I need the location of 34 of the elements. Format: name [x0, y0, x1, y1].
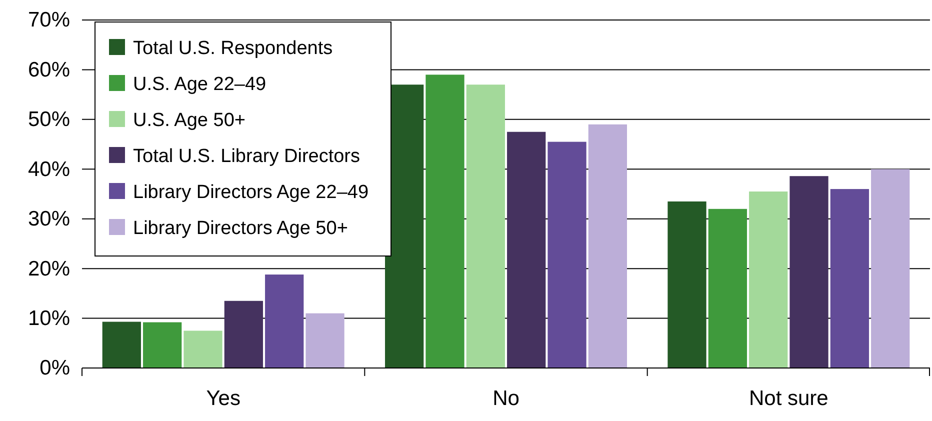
bar	[588, 124, 627, 368]
bar	[224, 300, 263, 368]
bar	[265, 274, 304, 368]
bar	[507, 132, 546, 368]
bar	[102, 322, 141, 368]
bar	[143, 322, 182, 368]
legend-label: U.S. Age 50+	[133, 110, 246, 131]
x-tick-label: Not sure	[748, 386, 828, 410]
bar	[708, 208, 747, 368]
y-tick-label: 50%	[28, 108, 70, 132]
bar	[306, 313, 344, 368]
bar	[466, 84, 505, 368]
x-tick-label: Yes	[206, 386, 240, 410]
legend-label: Total U.S. Library Directors	[133, 146, 360, 167]
legend-label: U.S. Age 22–49	[133, 74, 266, 95]
bar	[830, 189, 869, 368]
bar	[548, 142, 586, 368]
bar	[790, 176, 828, 368]
y-tick-label: 0%	[40, 356, 70, 380]
legend-label: Library Directors Age 22–49	[133, 182, 369, 203]
bar	[749, 192, 788, 368]
y-tick-label: 60%	[28, 58, 70, 82]
x-tick-label: No	[492, 386, 520, 410]
bar	[426, 74, 464, 368]
y-tick-label: 20%	[28, 257, 70, 280]
y-tick-label: 70%	[28, 8, 70, 32]
bar	[668, 201, 706, 368]
legend-label: Total U.S. Respondents	[133, 38, 333, 59]
y-tick-label: 10%	[28, 307, 70, 330]
y-tick-label: 40%	[28, 158, 70, 181]
bar	[871, 169, 910, 368]
legend-label: Library Directors Age 50+	[133, 218, 348, 239]
y-tick-label: 30%	[28, 208, 70, 231]
bar	[184, 330, 222, 368]
